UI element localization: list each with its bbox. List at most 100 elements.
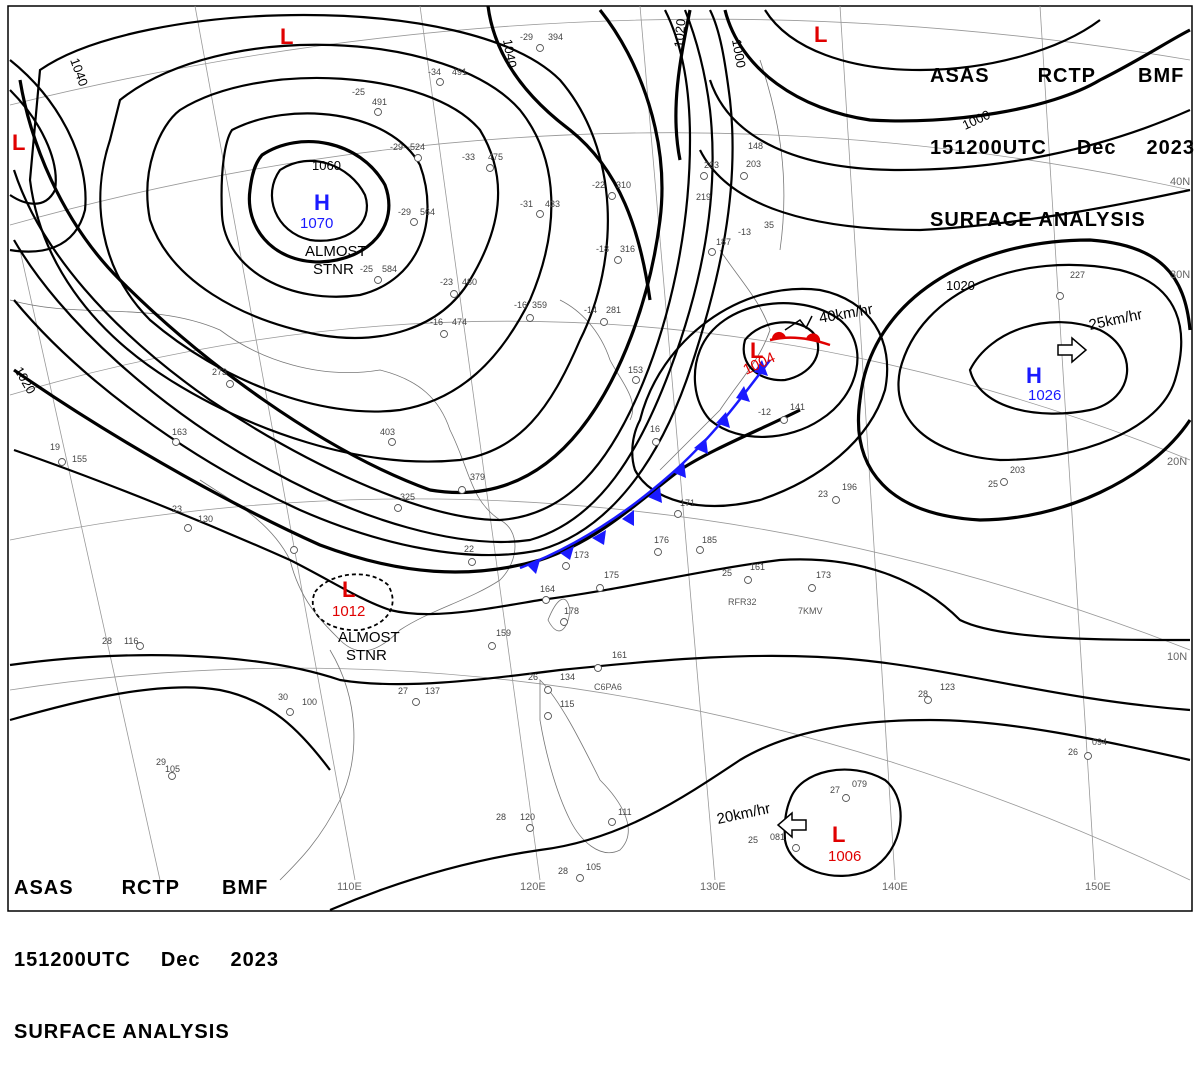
- cold-front-triangle: [754, 360, 768, 376]
- station-value: 27: [830, 785, 840, 795]
- header-line-3: SURFACE ANALYSIS: [14, 1021, 230, 1043]
- station-circle-marker: [290, 546, 298, 554]
- station-value: 219: [696, 192, 711, 202]
- station-circle-marker: [226, 380, 234, 388]
- station-circle-marker: [1084, 752, 1092, 760]
- station-circle-marker: [1056, 292, 1064, 300]
- station-value: 081: [770, 832, 785, 842]
- high-center-note: ALMOST: [305, 243, 367, 260]
- station-value: 316: [620, 244, 635, 254]
- station-circle-marker: [536, 210, 544, 218]
- isobar-1016: [13, 448, 1191, 642]
- weather-map: -29 394 -34 491 -25 491 -29 524 -33 475 -29 564 -31 4…: [7, 5, 1193, 912]
- header-word: BMF: [1138, 65, 1185, 87]
- station-circle-marker: [374, 276, 382, 284]
- station-value: 161: [750, 562, 765, 572]
- station-value: 134: [560, 672, 575, 682]
- chart-header-top-right: ASAS RCTP BMF 151200UTC Dec 2023 SURFACE ANA…: [930, 16, 1195, 256]
- longitude-label: 140E: [882, 881, 908, 893]
- station-circle-marker: [600, 318, 608, 326]
- header-word: 151200UTC: [14, 949, 131, 971]
- indochina-coastline: [279, 649, 355, 881]
- station-value: 28: [102, 636, 112, 646]
- isobar-1012-low: [631, 287, 889, 507]
- longitude-label: 150E: [1085, 881, 1111, 893]
- isobar-1044: [28, 13, 609, 463]
- station-circle-marker: [576, 874, 584, 882]
- station-value: 161: [612, 650, 627, 660]
- station-value: 137: [425, 686, 440, 696]
- isobar-1008-south: [329, 718, 1191, 912]
- station-circle-marker: [632, 376, 640, 384]
- station-value: 173: [816, 570, 831, 580]
- motion-arrow-low-west: [776, 811, 807, 839]
- station-value: 203: [1010, 465, 1025, 475]
- isobar-1008-low: [693, 302, 859, 438]
- station-circle-marker: [808, 584, 816, 592]
- station-circle-marker: [924, 696, 932, 704]
- chart-header-bottom-left: ASAS RCTP BMF 151200UTC Dec 2023 SURFACE ANA…: [14, 828, 279, 1068]
- station-value: 148: [748, 141, 763, 151]
- ship-id: RFR32: [728, 597, 757, 607]
- latitude-line-0: [9, 667, 1191, 881]
- station-circle-marker: [488, 642, 496, 650]
- header-line-2: 151200UTC Dec 2023: [14, 948, 279, 972]
- station-value: 491: [452, 67, 467, 77]
- station-circle-marker: [388, 438, 396, 446]
- station-value: 159: [496, 628, 511, 638]
- motion-arrow-high-east: [1057, 336, 1088, 364]
- latitude-label: 30N: [1170, 269, 1190, 281]
- header-line-1: ASAS RCTP BMF: [930, 64, 1195, 88]
- station-value: 325: [400, 492, 415, 502]
- high-center-letter: H: [1026, 363, 1042, 388]
- longitude-label: 120E: [520, 881, 546, 893]
- isobar-1032: [13, 9, 714, 544]
- cold-front-triangle: [592, 530, 606, 545]
- station-value: 175: [604, 570, 619, 580]
- isobar-label: 1020: [946, 278, 975, 293]
- station-value: 25: [748, 835, 758, 845]
- header-word: RCTP: [1037, 65, 1097, 87]
- station-value: 173: [574, 550, 589, 560]
- isobar-1052: [146, 76, 500, 339]
- station-value: -16: [514, 300, 527, 310]
- station-circle-marker: [468, 558, 476, 566]
- station-circle-marker: [832, 496, 840, 504]
- station-value: 359: [532, 300, 547, 310]
- header-word: Dec: [160, 949, 201, 971]
- philippines-coastline: [539, 679, 629, 853]
- station-circle-marker: [608, 192, 616, 200]
- station-plots: -29 394 -34 491 -25 491 -29 524 -33 475 -29 564 -31 4…: [50, 32, 1107, 882]
- latitude-line-20n: [9, 320, 1191, 461]
- high-center-pressure: 1026: [1028, 387, 1061, 404]
- isobar-1036: [12, 9, 692, 522]
- isobar-1048: [99, 43, 553, 413]
- high-center-note: STNR: [313, 261, 354, 278]
- station-value: 176: [654, 535, 669, 545]
- station-circle-marker: [562, 562, 570, 570]
- station-value: -25: [352, 87, 365, 97]
- longitude-line-110e: [194, 5, 356, 881]
- ship-id: 7KMV: [798, 606, 823, 616]
- station-circle-marker: [542, 596, 550, 604]
- isobar-1024-high: [897, 263, 1183, 462]
- warm-front-semicircle: [771, 331, 786, 340]
- header-word: 2023: [1146, 137, 1196, 159]
- station-value: 155: [72, 454, 87, 464]
- station-circle-marker: [286, 708, 294, 716]
- station-value: 105: [586, 862, 601, 872]
- station-value: 433: [545, 199, 560, 209]
- cold-front-triangle: [528, 560, 540, 574]
- longitude-line-130e: [639, 5, 716, 881]
- isobar-label: 1000: [729, 38, 749, 69]
- station-circle-marker: [412, 698, 420, 706]
- station-circle-marker: [608, 818, 616, 826]
- station-circle-marker: [594, 664, 602, 672]
- station-value: 30: [278, 692, 288, 702]
- station-value: 203: [704, 160, 719, 170]
- cold-front-triangle: [694, 438, 708, 454]
- isobar-label: 1020: [671, 18, 688, 48]
- station-value: 23: [172, 504, 182, 514]
- station-circle-marker: [744, 576, 752, 584]
- cold-front: [519, 359, 771, 574]
